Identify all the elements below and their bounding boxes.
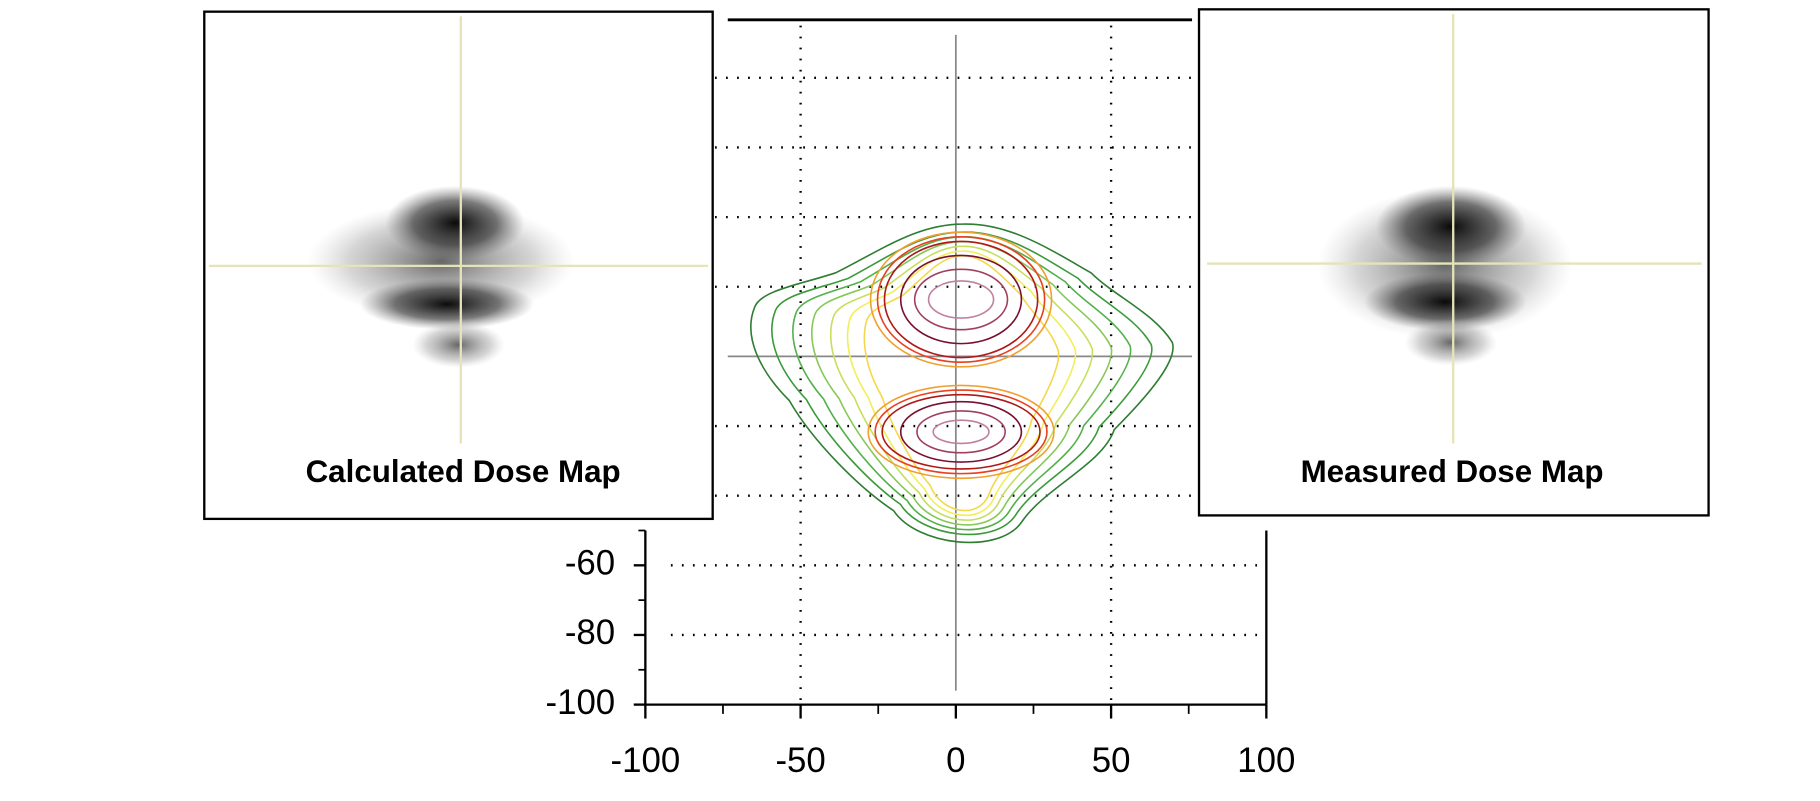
x-tick-label: 100 <box>1237 741 1295 780</box>
x-tick-label: 0 <box>946 741 965 780</box>
panel-title: Measured Dose Map <box>1301 454 1604 489</box>
contour-line <box>915 269 1008 329</box>
dose-blob <box>385 185 525 261</box>
y-tick-label: -60 <box>565 544 615 583</box>
x-tick-label: -50 <box>775 741 825 780</box>
contour-line <box>901 402 1022 462</box>
dose-blob <box>412 321 505 368</box>
contour-line <box>871 232 1052 367</box>
contour-line <box>933 420 989 443</box>
contour-line <box>751 224 1173 542</box>
x-tick-label: 50 <box>1092 741 1131 780</box>
contour-line <box>882 395 1040 469</box>
contour-line <box>917 411 1005 453</box>
calculated-panel: Calculated Dose Map <box>203 10 714 521</box>
contour-line <box>875 390 1047 474</box>
dose-blob <box>359 278 534 330</box>
contour-line <box>864 256 1058 511</box>
contour-line <box>812 242 1112 525</box>
y-tick-label: -100 <box>545 683 615 722</box>
contours <box>751 224 1173 542</box>
panel-title: Calculated Dose Map <box>306 454 621 489</box>
contour-line <box>868 385 1054 478</box>
contour-line <box>929 281 994 318</box>
contour-line <box>878 237 1045 362</box>
contour-line <box>772 232 1152 534</box>
x-tick-label: -100 <box>611 741 681 780</box>
y-tick-label: -80 <box>565 613 615 652</box>
contour-line <box>793 237 1131 530</box>
dose-blob <box>1363 272 1527 331</box>
contour-line <box>884 241 1037 357</box>
dose-blob <box>1375 185 1527 268</box>
contour-line <box>901 255 1022 343</box>
measured-panel: Measured Dose Map <box>1197 8 1710 517</box>
dose-blob <box>1404 319 1498 366</box>
contour-plot <box>670 25 1267 705</box>
